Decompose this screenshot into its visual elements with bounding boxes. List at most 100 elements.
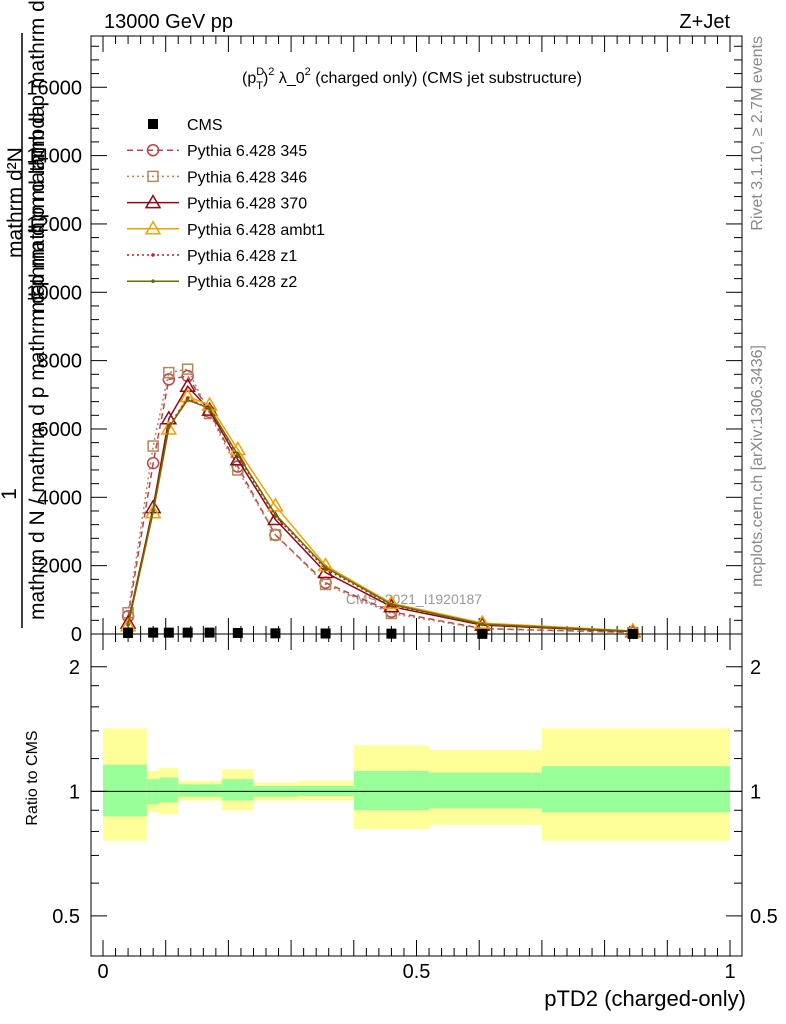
inner-uncertainty-band	[103, 764, 147, 817]
data-point	[148, 627, 159, 638]
data-point	[229, 451, 247, 466]
legend-label: Pythia 6.428 345	[187, 143, 307, 160]
x-axis-label: pTD2 (charged-only)	[544, 986, 746, 1011]
data-point	[269, 529, 282, 541]
series-pythia-6-428-z2	[126, 398, 635, 634]
ratio-y-tick-label-right: 0.5	[750, 906, 778, 928]
title-part-d: (charged only) (CMS jet substructure)	[311, 70, 582, 87]
series-line	[127, 384, 633, 633]
y-label-numerator: 1	[0, 488, 21, 500]
main-panel: 0 2000 4000 6000 8000 10000 12000 14000 16000 (p…	[0, 0, 743, 646]
legend-item: Pythia 6.428 345	[127, 143, 307, 160]
ratio-y-tick-label: 0.5	[52, 906, 80, 928]
header-energy: 13000 GeV pp	[104, 11, 233, 33]
inner-uncertainty-band	[353, 770, 430, 811]
legend-marker	[148, 119, 158, 129]
data-point	[317, 564, 334, 579]
legend-label: Pythia 6.428 ambt1	[187, 222, 325, 239]
data-point	[144, 504, 162, 519]
ratio-ticks	[91, 634, 742, 957]
inner-uncertainty-band	[222, 779, 254, 801]
data-point	[320, 628, 331, 639]
legend-label: Pythia 6.428 z2	[187, 274, 297, 291]
series-layer	[119, 363, 642, 639]
data-point	[123, 627, 134, 638]
legend-label: CMS	[187, 117, 223, 134]
legend-marker	[151, 253, 155, 257]
data-point	[204, 627, 215, 638]
legend-marker	[147, 170, 159, 183]
analysis-watermark: CMS_2021_I1920187	[346, 591, 482, 607]
series-line	[127, 375, 633, 634]
main-y-tick-label: 12000	[26, 214, 82, 236]
x-tick-label: 0	[97, 961, 108, 983]
legend-marker	[146, 143, 160, 157]
title-sub-1: T	[256, 80, 263, 92]
legend-item: Pythia 6.428 ambt1	[127, 220, 325, 239]
ratio-panel: 0.5 0.5 1 1 2 2 0 0.5 1 Ratio to CMS pTD2 (char…	[24, 633, 778, 1011]
main-y-tick-label: 14000	[26, 146, 82, 168]
ratio-y-tick-labels: 0.5 0.5 1 1 2 2	[52, 657, 778, 928]
data-point	[232, 627, 243, 638]
inner-uncertainty-band	[197, 784, 223, 797]
data-point	[273, 512, 278, 517]
data-point	[163, 627, 174, 638]
data-point	[160, 410, 178, 425]
main-y-tick-label: 8000	[38, 351, 83, 373]
inner-uncertainty-band	[178, 784, 198, 797]
data-point	[160, 420, 178, 435]
ratio-y-tick-label: 2	[69, 657, 80, 679]
inner-uncertainty-band	[159, 777, 179, 803]
data-point	[146, 456, 160, 470]
legend-item: CMS	[148, 117, 223, 134]
main-y-tick-labels: 0 2000 4000 6000 8000 10000 12000 14000 16000	[26, 77, 82, 646]
series-line	[127, 368, 633, 634]
ratio-y-tick-label: 1	[69, 781, 80, 803]
header-process: Z+Jet	[679, 11, 730, 33]
x-tick-label: 0.5	[403, 961, 431, 983]
x-tick-label: 1	[724, 961, 735, 983]
legend-label: Pythia 6.428 346	[187, 169, 307, 186]
data-point	[480, 622, 485, 626]
legend: CMS Pythia 6.428 345 Pythia 6.428 346 Pythi…	[127, 117, 325, 291]
data-point	[179, 377, 196, 393]
data-point	[147, 440, 159, 452]
main-y-tick-label: 16000	[26, 77, 82, 99]
legend-label: Pythia 6.428 370	[187, 196, 307, 213]
title-part-c: λ_0	[274, 70, 304, 87]
data-point	[163, 366, 175, 379]
data-point	[474, 614, 491, 629]
ratio-y-axis-label: Ratio to CMS	[24, 730, 41, 825]
legend-marker	[144, 194, 162, 209]
data-point	[181, 369, 194, 383]
main-y-tick-label: 0	[71, 624, 82, 646]
y-label-denominator: mathrm d N / mathrm d p mathrm d p mathr…	[26, 105, 49, 620]
data-point	[319, 578, 332, 591]
legend-item: Pythia 6.428 z2	[127, 274, 297, 291]
main-y-axis-label: 1 mathrm d N / mathrm d p mathrm d p mat…	[0, 0, 49, 628]
main-y-tick-label: 6000	[38, 419, 83, 441]
data-point	[267, 497, 284, 512]
legend-item: Pythia 6.428 370	[127, 194, 307, 213]
y-label-line-1: mathrm d²N	[4, 147, 27, 258]
title-part-b: )	[263, 70, 268, 87]
data-point	[181, 363, 194, 375]
inner-uncertainty-band	[541, 766, 730, 813]
data-point	[270, 628, 281, 639]
chart-title: (pD T)2 λ_02 (charged only) (CMS jet subs…	[242, 66, 582, 92]
main-y-tick-label: 2000	[38, 556, 83, 578]
data-point	[323, 565, 328, 570]
legend-marker	[144, 220, 162, 235]
legend-item: Pythia 6.428 z1	[127, 248, 297, 265]
title-sup-1: D	[256, 66, 264, 78]
ratio-y-tick-label-right: 2	[750, 657, 761, 679]
data-point	[151, 509, 155, 513]
title-sup-3: 2	[305, 66, 311, 78]
series-cms	[123, 627, 638, 639]
y-label-line-2: mathrm d p mathrm d p mathrm d lambda	[26, 0, 49, 313]
inner-uncertainty-band	[429, 772, 542, 809]
data-point	[185, 398, 190, 402]
legend-label: Pythia 6.428 z1	[187, 248, 297, 265]
ratio-y-tick-label-right: 1	[750, 781, 761, 803]
legend-marker	[151, 279, 155, 284]
